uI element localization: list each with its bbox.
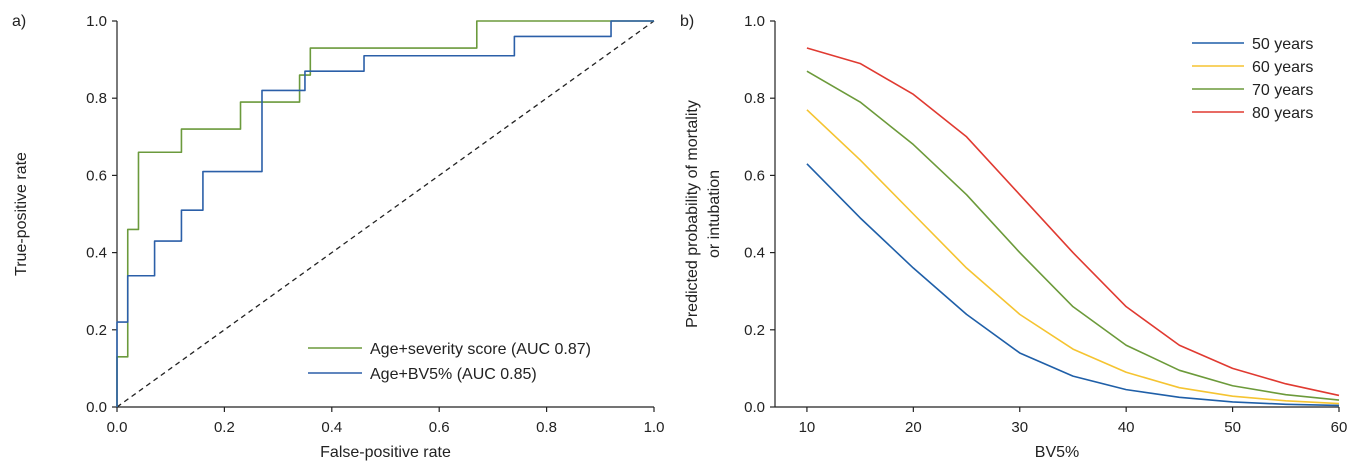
x-tick-label: 40 xyxy=(1118,419,1135,436)
x-tick-label: 20 xyxy=(905,419,922,436)
legend-entry: 50 years xyxy=(1252,36,1313,53)
x-axis-label: False-positive rate xyxy=(320,444,451,461)
y-tick-label: 0.4 xyxy=(86,245,107,262)
y-tick-label: 0.0 xyxy=(744,399,765,416)
legend-entry: 60 years xyxy=(1252,59,1313,76)
series-line-2 xyxy=(806,109,1340,405)
y-tick-label: 0.2 xyxy=(86,322,107,339)
y-axis-label-line: or intubation xyxy=(706,170,723,258)
x-tick-label: 0.0 xyxy=(107,419,128,436)
x-tick-label: 10 xyxy=(799,419,816,436)
legend-entry: 70 years xyxy=(1252,82,1313,99)
x-axis-label: BV5% xyxy=(1035,444,1079,461)
x-tick-label: 50 xyxy=(1224,419,1241,436)
legend-entry: Age+severity score (AUC 0.87) xyxy=(370,341,591,358)
panel-label: b) xyxy=(680,13,694,30)
y-tick-label: 0.4 xyxy=(744,245,765,262)
x-tick-label: 0.6 xyxy=(429,419,450,436)
y-axis-label-line: Predicted probability of mortality xyxy=(684,100,701,328)
series-line-2 xyxy=(116,20,654,407)
x-tick-label: 0.4 xyxy=(321,419,342,436)
panel-b-probability-chart: b) 10 20 30 40 50 60 0.0 0.2 0.4 0.6 0.8 1.0 BV5% Pred… xyxy=(680,13,1347,461)
series-line-3 xyxy=(806,70,1340,401)
x-tick-label: 1.0 xyxy=(644,419,665,436)
y-tick-label: 1.0 xyxy=(86,13,107,30)
reference-diagonal-line xyxy=(116,20,655,408)
x-tick-label: 0.2 xyxy=(214,419,235,436)
series-line-4 xyxy=(806,47,1340,397)
legend-entry: Age+BV5% (AUC 0.85) xyxy=(370,366,537,383)
x-tick-label: 30 xyxy=(1011,419,1028,436)
y-tick-label: 0.6 xyxy=(86,167,107,184)
panel-label: a) xyxy=(12,13,26,30)
legend-entry: 80 years xyxy=(1252,105,1313,122)
x-tick-label: 60 xyxy=(1331,419,1348,436)
x-tick-label: 0.8 xyxy=(536,419,557,436)
y-axis-label: True-positive rate xyxy=(13,152,30,276)
series-line-1 xyxy=(116,20,654,407)
series-line-1 xyxy=(806,163,1340,407)
y-tick-label: 0.8 xyxy=(86,90,107,107)
y-tick-label: 0.2 xyxy=(744,322,765,339)
y-tick-label: 0.0 xyxy=(86,399,107,416)
y-tick-label: 0.8 xyxy=(744,90,765,107)
y-tick-label: 1.0 xyxy=(744,13,765,30)
panel-a-roc-chart: a) 0.0 0.2 0.4 0.6 0.8 1.0 0.0 0.2 0.4 0.6 0.8 1.0 Fa… xyxy=(12,13,664,461)
y-tick-label: 0.6 xyxy=(744,167,765,184)
